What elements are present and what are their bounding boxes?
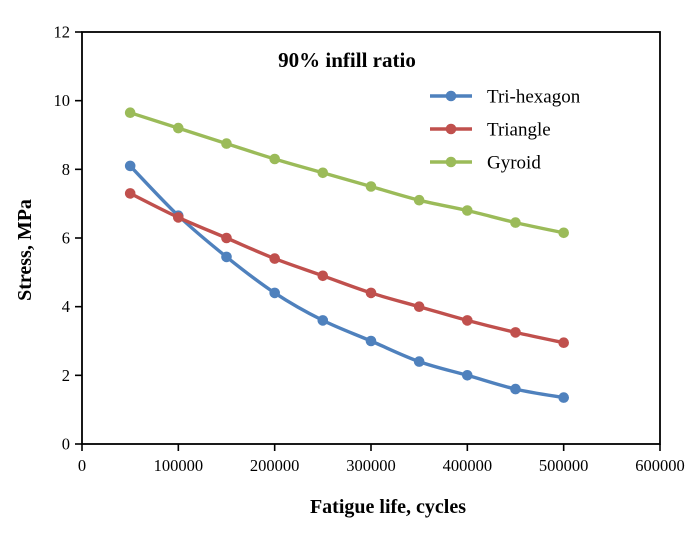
data-point-marker — [269, 253, 281, 264]
legend-entry-triangle: Triangle — [430, 120, 551, 141]
legend-entry-gyroid: Gyroid — [430, 153, 541, 174]
y-tick-label: 6 — [62, 229, 70, 248]
legend-marker — [445, 156, 457, 168]
x-tick-label: 400000 — [443, 456, 493, 475]
series-line — [128, 110, 566, 235]
y-tick-label: 8 — [62, 160, 70, 179]
data-point-marker — [462, 315, 473, 326]
y-tick-label: 2 — [62, 366, 70, 385]
data-point-marker — [558, 392, 569, 403]
y-tick-label: 10 — [54, 91, 71, 110]
data-point-marker — [317, 315, 329, 326]
data-point-marker — [124, 188, 136, 199]
data-point-marker — [221, 138, 232, 149]
y-tick-label: 0 — [62, 435, 70, 454]
data-point-marker — [413, 301, 425, 313]
data-point-marker — [221, 251, 232, 263]
data-point-marker — [558, 337, 569, 349]
data-point-marker — [462, 370, 473, 381]
series-gyroid — [124, 107, 569, 239]
y-tick-label: 4 — [62, 297, 70, 316]
x-tick-label: 100000 — [154, 456, 204, 475]
legend-marker — [445, 90, 457, 102]
x-tick-label: 0 — [78, 456, 86, 475]
data-point-marker — [365, 287, 377, 299]
data-point-marker — [510, 383, 521, 395]
data-point-marker — [365, 181, 377, 192]
legend: Tri-hexagon Triangle Gyroid — [430, 87, 581, 174]
data-point-marker — [413, 356, 425, 367]
x-tick-label: 300000 — [346, 456, 396, 475]
legend-entry-tri-hexagon: Tri-hexagon — [430, 87, 581, 108]
series-line — [128, 164, 566, 400]
chart-title: 90% infill ratio — [278, 48, 416, 72]
data-point-marker — [510, 327, 521, 338]
data-point-marker — [221, 232, 232, 244]
data-point-marker — [317, 167, 329, 179]
series-tri-hexagon — [124, 160, 569, 403]
series-triangle — [124, 188, 569, 349]
x-tick-label: 600000 — [635, 456, 685, 475]
series-line — [128, 191, 566, 345]
data-point-marker — [365, 335, 377, 347]
y-axis-title: Stress, MPa — [14, 199, 36, 301]
data-point-marker — [558, 227, 569, 239]
x-tick-label: 500000 — [539, 456, 589, 475]
data-point-marker — [413, 194, 425, 206]
y-tick-label: 12 — [54, 23, 71, 42]
y-axis-ticks: 0 2 4 6 8 10 12 — [54, 23, 82, 454]
x-tick-label: 200000 — [250, 456, 300, 475]
data-point-marker — [173, 122, 184, 134]
legend-label: Tri-hexagon — [487, 87, 581, 108]
data-point-marker — [124, 107, 136, 118]
data-point-marker — [462, 205, 473, 216]
data-point-marker — [269, 153, 281, 165]
x-axis-ticks: 0 100000 200000 300000 400000 500000 600000 — [78, 444, 685, 475]
series-layer — [124, 107, 569, 403]
x-axis-title: Fatigue life, cycles — [310, 496, 466, 518]
data-point-marker — [173, 212, 184, 223]
data-point-marker — [510, 217, 521, 228]
data-point-marker — [124, 160, 136, 172]
legend-marker — [445, 123, 457, 135]
data-point-marker — [269, 287, 281, 299]
legend-label: Gyroid — [487, 153, 541, 174]
data-point-marker — [317, 270, 329, 282]
legend-label: Triangle — [487, 120, 551, 141]
